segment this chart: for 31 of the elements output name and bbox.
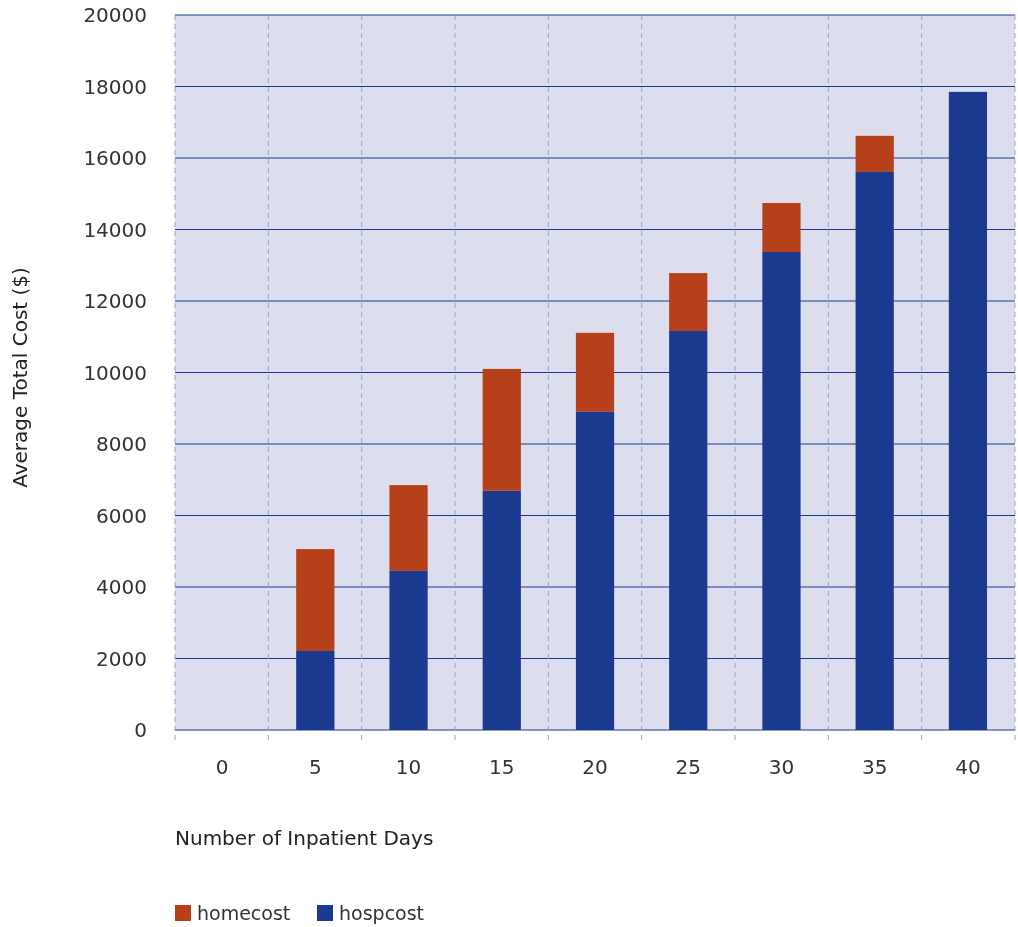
bar	[575, 332, 615, 412]
x-tick-label: 20	[582, 755, 608, 779]
y-tick-label: 0	[134, 718, 147, 742]
x-tick-label: 10	[395, 755, 422, 779]
y-tick-label: 14000	[83, 217, 147, 242]
x-tick-label: 5	[308, 755, 322, 779]
y-tick-label: 4000	[96, 575, 147, 599]
bar	[482, 368, 521, 491]
legend-label: homecost	[197, 902, 291, 924]
x-tick-label: 35	[861, 755, 888, 779]
legend-label: hospcost	[339, 902, 425, 924]
bar	[669, 273, 708, 332]
bar	[389, 485, 428, 571]
x-tick-label: 0	[215, 755, 229, 779]
x-axis-title: Number of Inpatient Days	[175, 826, 434, 850]
x-tick-label: 25	[675, 755, 701, 779]
y-tick-label: 12000	[83, 289, 147, 313]
y-tick-label: 8000	[96, 432, 147, 456]
y-tick-label: 18000	[83, 74, 147, 99]
y-tick-label: 2000	[96, 646, 147, 671]
bar	[296, 549, 335, 651]
y-axis-title: Average Total Cost ($)	[8, 267, 32, 488]
y-tick-label: 6000	[96, 503, 147, 528]
x-tick-label: 30	[768, 755, 795, 779]
bar	[855, 135, 894, 172]
y-tick-label: 16000	[83, 146, 147, 170]
x-tick-label: 15	[489, 755, 515, 779]
y-tick-label: 20000	[83, 3, 147, 27]
y-tick-label: 10000	[83, 360, 147, 385]
bar	[762, 203, 801, 253]
x-tick-label: 40	[955, 755, 981, 779]
